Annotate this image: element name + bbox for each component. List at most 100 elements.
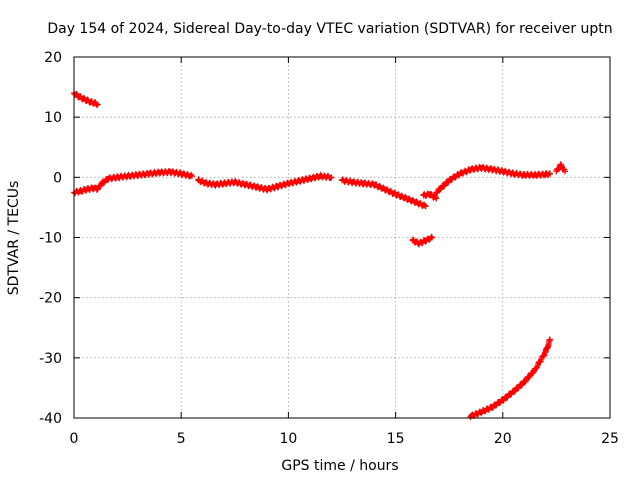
data-point [422,203,429,210]
data-point [510,388,517,395]
y-axis-label: SDTVAR / TECUs [6,181,22,296]
data-point [77,188,84,195]
data-point [446,177,453,184]
data-point [553,168,560,175]
data-point [90,185,97,192]
data-point [88,99,95,106]
data-point [531,366,538,373]
data-point [94,185,101,192]
data-point [371,181,378,188]
data-segment [420,190,440,202]
data-segment [71,168,195,197]
data-point [328,174,335,181]
data-point [296,177,303,184]
x-tick-label: 5 [177,431,186,447]
y-tick-label: -20 [39,291,62,307]
data-point [433,195,440,202]
data-point [478,164,485,171]
data-point [456,170,463,177]
data-point [561,168,568,175]
data-point [146,170,153,177]
data-point [439,183,446,190]
data-segment [409,233,436,248]
data-point [489,166,496,173]
data-point [94,101,101,108]
x-tick-label: 25 [601,431,619,447]
y-tick-label: 10 [44,110,62,126]
data-point [83,97,90,104]
data-point [156,169,163,176]
data-point [231,179,238,186]
data-point [75,93,82,100]
data-segment [433,163,553,196]
data-point [426,191,433,198]
data-markers [71,168,195,197]
x-tick-label: 15 [387,431,405,447]
data-point [83,186,90,193]
data-segment [195,171,335,194]
data-point [489,404,496,411]
data-point [285,180,292,187]
data-point [542,348,549,355]
data-series [71,90,568,421]
data-point [124,173,131,180]
data-point [212,181,219,188]
x-tick-label: 0 [70,431,79,447]
data-point [510,170,517,177]
y-tick-label: -10 [39,231,62,247]
data-point [478,408,485,415]
data-point [178,170,185,177]
data-point [521,378,528,385]
x-tick-label: 10 [279,431,297,447]
y-tick-label: -40 [39,411,62,427]
data-point [429,234,436,241]
data-point [349,179,356,186]
data-point [499,168,506,175]
data-point [409,237,416,244]
data-point [167,168,174,175]
x-tick-label: 20 [494,431,512,447]
data-point [263,186,270,193]
data-point [420,192,427,199]
data-point [521,171,528,178]
data-point [105,175,112,182]
data-point [381,186,388,193]
data-point [135,171,142,178]
data-markers [195,171,335,194]
data-markers [467,336,553,421]
data-point [403,195,410,202]
data-point [274,183,281,190]
data-point [433,189,440,196]
data-point [531,171,538,178]
data-segment [71,90,101,109]
data-point [392,191,399,198]
data-point [546,170,553,177]
data-point [499,396,506,403]
data-point [253,183,260,190]
data-point [467,166,474,173]
data-segment [553,161,568,175]
data-point [221,180,228,187]
y-tick-label: -30 [39,351,62,367]
data-segment [339,176,429,210]
data-point [98,180,105,187]
axis-ticks: 0 5 10 15 20 25 -40 -30 -20 -10 0 10 20 [39,50,619,447]
data-point [188,173,195,180]
data-point [557,162,564,169]
data-point [546,336,553,343]
data-point [414,199,421,206]
data-point [306,175,313,182]
data-point [242,181,249,188]
data-point [195,177,202,184]
data-point [203,180,210,187]
data-point [416,240,423,247]
data-point [339,177,345,184]
x-axis-label: GPS time / hours [281,458,398,474]
data-point [360,180,367,187]
chart-title: Day 154 of 2024, Sidereal Day-to-day VTE… [47,21,612,37]
data-point [422,237,429,244]
grid [74,57,610,418]
data-segment [467,336,553,421]
